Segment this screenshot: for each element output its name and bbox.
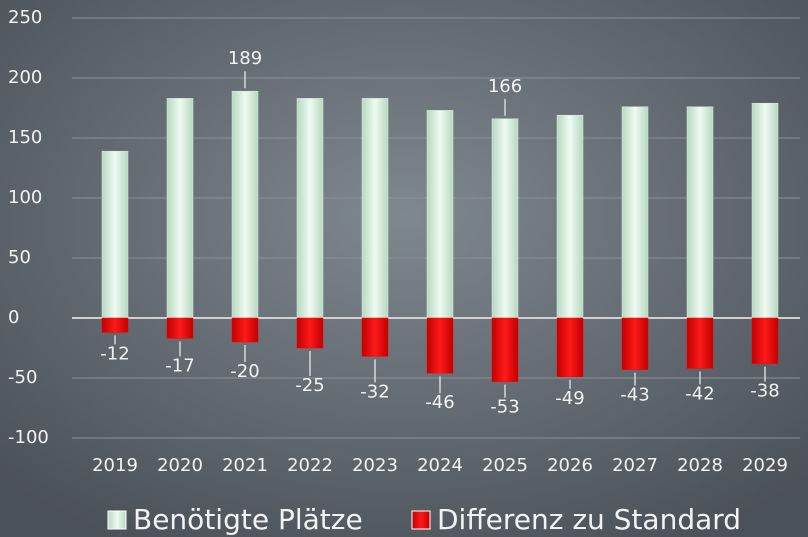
y-tick-label: -100 xyxy=(8,427,49,448)
y-tick-label: -50 xyxy=(8,367,37,388)
bar xyxy=(556,317,584,378)
bar xyxy=(621,317,649,370)
x-tick-label: 2019 xyxy=(92,455,138,476)
data-label: -53 xyxy=(490,397,519,418)
data-label: -38 xyxy=(750,381,779,402)
x-tick-label: 2025 xyxy=(482,455,528,476)
bar xyxy=(556,114,584,319)
y-tick-label: 50 xyxy=(8,247,31,268)
x-tick-label: 2026 xyxy=(547,455,593,476)
y-tick-label: 0 xyxy=(8,307,19,328)
bar xyxy=(296,317,324,349)
bar xyxy=(426,317,454,374)
data-label: -43 xyxy=(620,385,649,406)
x-tick-label: 2022 xyxy=(287,455,333,476)
bar xyxy=(231,90,259,319)
bar xyxy=(296,98,324,319)
x-tick-label: 2027 xyxy=(612,455,658,476)
x-tick-label: 2023 xyxy=(352,455,398,476)
bar xyxy=(686,317,714,369)
data-label: -49 xyxy=(555,388,584,409)
x-tick-label: 2028 xyxy=(677,455,723,476)
x-tick-label: 2029 xyxy=(742,455,788,476)
x-tick-label: 2020 xyxy=(157,455,203,476)
bar xyxy=(361,317,389,357)
y-tick-label: 200 xyxy=(8,67,42,88)
data-label: -46 xyxy=(425,392,454,413)
bar xyxy=(491,118,519,319)
bar xyxy=(751,102,779,319)
data-label: -17 xyxy=(165,355,194,376)
x-tick-label: 2021 xyxy=(222,455,268,476)
data-label: 189 xyxy=(228,48,262,69)
legend-label: Benötigte Plätze xyxy=(133,503,363,536)
x-tick-label: 2024 xyxy=(417,455,463,476)
y-tick-label: 250 xyxy=(8,7,42,28)
legend-label: Differenz zu Standard xyxy=(437,503,741,536)
data-label: -42 xyxy=(685,383,714,404)
bar xyxy=(101,150,129,319)
y-tick-label: 150 xyxy=(8,127,42,148)
data-label: 166 xyxy=(488,76,522,97)
bar xyxy=(426,110,454,319)
bar xyxy=(166,98,194,319)
legend-swatch xyxy=(411,510,431,530)
data-label: -12 xyxy=(100,343,129,364)
bar xyxy=(491,317,519,382)
y-tick-label: 100 xyxy=(8,187,42,208)
data-label: -25 xyxy=(295,375,324,396)
bar xyxy=(101,317,129,333)
data-label: -20 xyxy=(230,361,259,382)
bar xyxy=(751,317,779,364)
bar xyxy=(166,317,194,339)
bar xyxy=(361,98,389,319)
bar xyxy=(621,106,649,319)
data-label: -32 xyxy=(360,381,389,402)
bar xyxy=(231,317,259,343)
bar xyxy=(686,106,714,319)
legend-swatch xyxy=(107,510,127,530)
